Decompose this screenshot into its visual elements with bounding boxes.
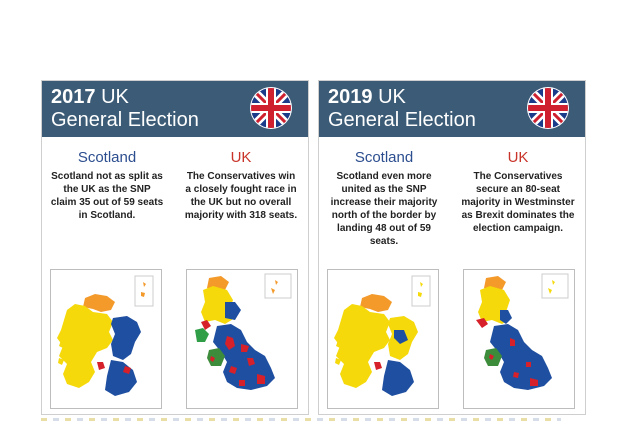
election-card-2019: 2019 UK General Election Scotland Scotla… bbox=[318, 80, 586, 415]
uk-map bbox=[463, 269, 575, 409]
card-subtitle: General Election bbox=[328, 109, 476, 131]
uk-map-icon bbox=[476, 273, 569, 390]
scotland-text: Scotland even more united as the SNP inc… bbox=[330, 171, 438, 247]
card-header: 2019 UK General Election bbox=[319, 81, 585, 137]
union-jack-flag-icon bbox=[527, 87, 569, 129]
uk-text: The Conservatives secure an 80-seat majo… bbox=[461, 171, 575, 234]
uk-column: UK The Conservatives secure an 80-seat m… bbox=[455, 149, 581, 235]
title-tail: UK bbox=[101, 86, 129, 108]
scotland-map-icon bbox=[334, 275, 431, 396]
election-card-2017: 2017 UK General Election Scotland Scotla… bbox=[41, 80, 309, 415]
uk-map-icon bbox=[195, 273, 292, 390]
uk-map bbox=[186, 269, 298, 409]
year-label: 2017 bbox=[51, 86, 96, 108]
scotland-heading: Scotland bbox=[354, 149, 414, 166]
card-subtitle: General Election bbox=[51, 109, 199, 131]
uk-text: The Conservatives win a closely fought r… bbox=[184, 171, 298, 221]
union-jack-flag-icon bbox=[250, 87, 292, 129]
card-title: 2017 UK bbox=[51, 86, 129, 108]
scotland-map-icon bbox=[57, 275, 154, 396]
title-tail: UK bbox=[378, 86, 406, 108]
card-header: 2017 UK General Election bbox=[42, 81, 308, 137]
scotland-heading: Scotland bbox=[77, 149, 137, 166]
uk-column: UK The Conservatives win a closely fough… bbox=[178, 149, 304, 222]
uk-heading: UK bbox=[230, 149, 252, 166]
uk-heading: UK bbox=[507, 149, 529, 166]
scotland-map bbox=[327, 269, 439, 409]
scotland-map bbox=[50, 269, 162, 409]
footer-strip bbox=[41, 418, 561, 421]
card-title: 2019 UK bbox=[328, 86, 406, 108]
year-label: 2019 bbox=[328, 86, 373, 108]
scotland-text: Scotland not as split as the UK as the S… bbox=[50, 171, 164, 221]
scotland-column: Scotland Scotland not as split as the UK… bbox=[44, 149, 170, 222]
scotland-column: Scotland Scotland even more united as th… bbox=[321, 149, 447, 248]
